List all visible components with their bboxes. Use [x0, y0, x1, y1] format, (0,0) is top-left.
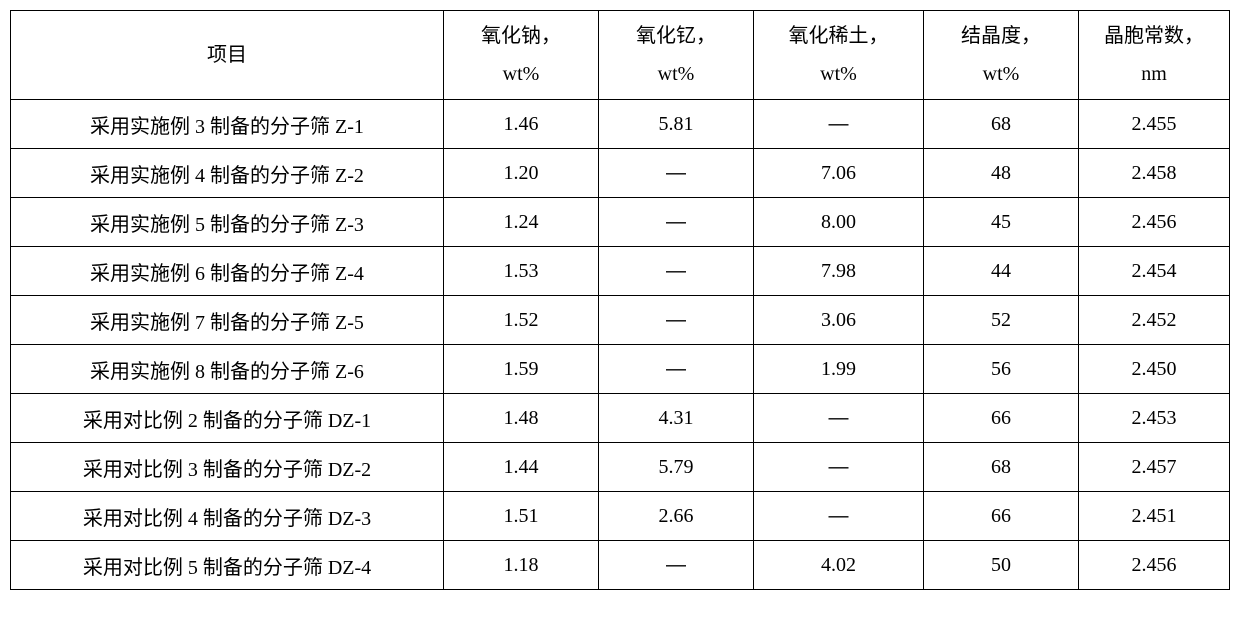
cell-item: 采用实施例 8 制备的分子筛 Z-6 — [11, 345, 444, 394]
cell-na: 1.59 — [444, 345, 599, 394]
cell-item: 采用实施例 5 制备的分子筛 Z-3 — [11, 198, 444, 247]
cell-item: 采用对比例 5 制备的分子筛 DZ-4 — [11, 541, 444, 590]
cell-na: 1.24 — [444, 198, 599, 247]
table-row: 采用实施例 6 制备的分子筛 Z-41.53—7.98442.454 — [11, 247, 1230, 296]
cell-cryst: 48 — [924, 149, 1079, 198]
col-header-re: 氧化稀土， wt% — [754, 11, 924, 100]
cell-cell: 2.457 — [1079, 443, 1230, 492]
cell-na: 1.46 — [444, 100, 599, 149]
properties-table: 项目 氧化钠， wt% 氧化钇， wt% 氧化稀土， wt% — [10, 10, 1230, 590]
cell-y: — — [599, 149, 754, 198]
cell-y: — — [599, 198, 754, 247]
cell-re: — — [754, 100, 924, 149]
cell-y: — — [599, 296, 754, 345]
col-header-cryst: 结晶度， wt% — [924, 11, 1079, 100]
table-row: 采用实施例 5 制备的分子筛 Z-31.24—8.00452.456 — [11, 198, 1230, 247]
table-row: 采用对比例 4 制备的分子筛 DZ-31.512.66—662.451 — [11, 492, 1230, 541]
cell-cell: 2.456 — [1079, 541, 1230, 590]
cell-cryst: 68 — [924, 443, 1079, 492]
cell-re: — — [754, 443, 924, 492]
col-header-na-line2: wt% — [503, 63, 540, 85]
cell-item: 采用对比例 3 制备的分子筛 DZ-2 — [11, 443, 444, 492]
cell-na: 1.44 — [444, 443, 599, 492]
col-header-na-line1: 氧化钠， — [481, 25, 561, 47]
cell-cell: 2.455 — [1079, 100, 1230, 149]
col-header-cryst-line1: 结晶度， — [961, 25, 1041, 47]
cell-item: 采用对比例 2 制备的分子筛 DZ-1 — [11, 394, 444, 443]
cell-na: 1.53 — [444, 247, 599, 296]
table-row: 采用对比例 5 制备的分子筛 DZ-41.18—4.02502.456 — [11, 541, 1230, 590]
cell-y: — — [599, 247, 754, 296]
cell-cell: 2.454 — [1079, 247, 1230, 296]
cell-re: 7.06 — [754, 149, 924, 198]
col-header-item: 项目 — [11, 11, 444, 100]
cell-cryst: 50 — [924, 541, 1079, 590]
cell-cryst: 56 — [924, 345, 1079, 394]
col-header-cell-line1: 晶胞常数， — [1104, 25, 1204, 47]
col-header-item-label: 项目 — [207, 44, 247, 66]
cell-item: 采用对比例 4 制备的分子筛 DZ-3 — [11, 492, 444, 541]
cell-y: 4.31 — [599, 394, 754, 443]
table-body: 采用实施例 3 制备的分子筛 Z-11.465.81—682.455采用实施例 … — [11, 100, 1230, 590]
cell-cryst: 66 — [924, 492, 1079, 541]
table-row: 采用实施例 3 制备的分子筛 Z-11.465.81—682.455 — [11, 100, 1230, 149]
table-row: 采用对比例 3 制备的分子筛 DZ-21.445.79—682.457 — [11, 443, 1230, 492]
cell-item: 采用实施例 4 制备的分子筛 Z-2 — [11, 149, 444, 198]
col-header-cryst-line2: wt% — [983, 63, 1020, 85]
col-header-y: 氧化钇， wt% — [599, 11, 754, 100]
cell-na: 1.20 — [444, 149, 599, 198]
cell-cryst: 44 — [924, 247, 1079, 296]
col-header-re-line2: wt% — [820, 63, 857, 85]
cell-na: 1.52 — [444, 296, 599, 345]
cell-na: 1.18 — [444, 541, 599, 590]
table-row: 采用实施例 7 制备的分子筛 Z-51.52—3.06522.452 — [11, 296, 1230, 345]
cell-cell: 2.450 — [1079, 345, 1230, 394]
cell-item: 采用实施例 6 制备的分子筛 Z-4 — [11, 247, 444, 296]
cell-na: 1.48 — [444, 394, 599, 443]
table-header-row: 项目 氧化钠， wt% 氧化钇， wt% 氧化稀土， wt% — [11, 11, 1230, 100]
cell-cryst: 68 — [924, 100, 1079, 149]
cell-y: 5.79 — [599, 443, 754, 492]
cell-y: — — [599, 345, 754, 394]
cell-item: 采用实施例 3 制备的分子筛 Z-1 — [11, 100, 444, 149]
cell-re: 3.06 — [754, 296, 924, 345]
cell-item: 采用实施例 7 制备的分子筛 Z-5 — [11, 296, 444, 345]
table-row: 采用对比例 2 制备的分子筛 DZ-11.484.31—662.453 — [11, 394, 1230, 443]
cell-cell: 2.453 — [1079, 394, 1230, 443]
col-header-cell-line2: nm — [1141, 63, 1167, 85]
cell-re: — — [754, 394, 924, 443]
cell-y: 5.81 — [599, 100, 754, 149]
col-header-y-line2: wt% — [658, 63, 695, 85]
cell-cell: 2.452 — [1079, 296, 1230, 345]
cell-re: 8.00 — [754, 198, 924, 247]
cell-re: 7.98 — [754, 247, 924, 296]
cell-y: — — [599, 541, 754, 590]
cell-cell: 2.451 — [1079, 492, 1230, 541]
cell-re: — — [754, 492, 924, 541]
table-row: 采用实施例 8 制备的分子筛 Z-61.59—1.99562.450 — [11, 345, 1230, 394]
cell-cryst: 66 — [924, 394, 1079, 443]
col-header-na: 氧化钠， wt% — [444, 11, 599, 100]
cell-cryst: 45 — [924, 198, 1079, 247]
col-header-y-line1: 氧化钇， — [636, 25, 716, 47]
cell-re: 4.02 — [754, 541, 924, 590]
table-row: 采用实施例 4 制备的分子筛 Z-21.20—7.06482.458 — [11, 149, 1230, 198]
col-header-cell: 晶胞常数， nm — [1079, 11, 1230, 100]
cell-cell: 2.456 — [1079, 198, 1230, 247]
col-header-re-line1: 氧化稀土， — [789, 25, 889, 47]
cell-na: 1.51 — [444, 492, 599, 541]
cell-re: 1.99 — [754, 345, 924, 394]
cell-cell: 2.458 — [1079, 149, 1230, 198]
cell-cryst: 52 — [924, 296, 1079, 345]
cell-y: 2.66 — [599, 492, 754, 541]
